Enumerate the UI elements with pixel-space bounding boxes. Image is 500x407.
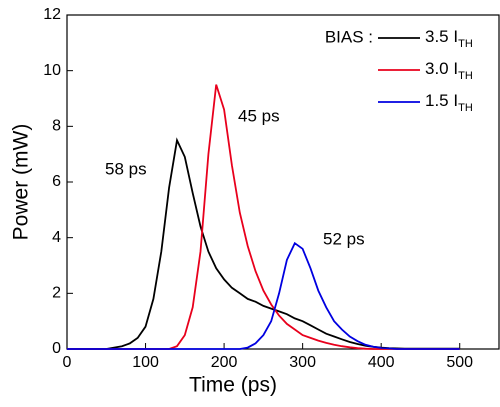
legend-label-main: 3.5 I <box>425 27 458 46</box>
legend-label-main: 3.0 I <box>425 59 458 78</box>
legend-label: 1.5 ITH <box>425 91 473 113</box>
y-tick-label: 12 <box>43 6 61 23</box>
x-tick-label: 500 <box>446 354 473 371</box>
y-tick-label: 6 <box>52 173 61 190</box>
y-tick-label: 8 <box>52 118 61 135</box>
y-tick-label: 4 <box>52 229 61 246</box>
annotation: 45 ps <box>238 106 280 125</box>
y-tick-label: 2 <box>52 285 61 302</box>
annotation: 52 ps <box>323 229 365 248</box>
annotation: 58 ps <box>105 159 147 178</box>
legend-title: BIAS : <box>325 27 373 46</box>
legend-label: 3.0 ITH <box>425 59 473 81</box>
y-tick-label: 10 <box>43 62 61 79</box>
legend-label-main: 1.5 I <box>425 91 458 110</box>
x-tick-label: 0 <box>63 354 72 371</box>
x-tick-label: 300 <box>289 354 316 371</box>
series-line <box>67 241 460 350</box>
x-tick-label: 400 <box>368 354 395 371</box>
x-tick-label: 100 <box>132 354 159 371</box>
legend-label: 3.5 ITH <box>425 27 473 49</box>
legend-label-sub: TH <box>458 102 473 114</box>
y-axis-title: Power (mW) <box>10 124 33 241</box>
legend-label-sub: TH <box>458 38 473 50</box>
y-tick-label: 0 <box>52 340 61 357</box>
legend-label-sub: TH <box>458 70 473 82</box>
x-tick-label: 200 <box>211 354 238 371</box>
x-axis-title: Time (ps) <box>189 374 277 397</box>
